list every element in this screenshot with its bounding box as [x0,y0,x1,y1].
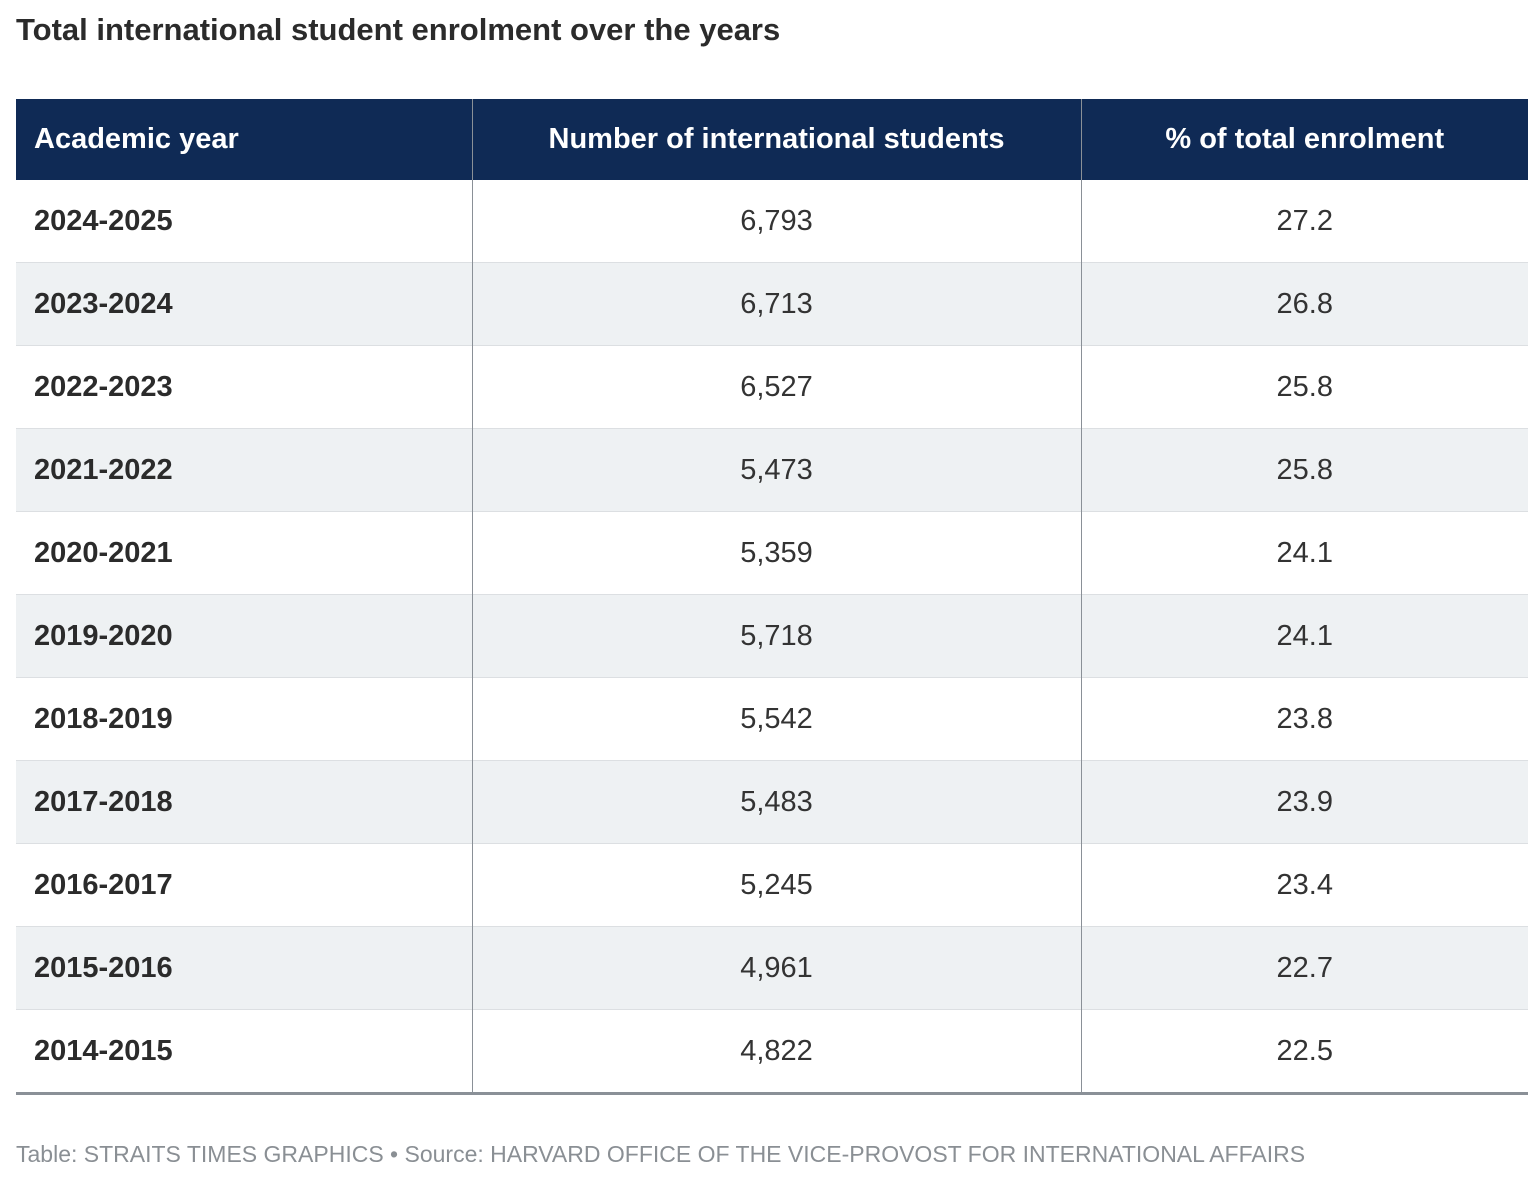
cell-international-students: 6,793 [471,180,1081,263]
cell-percent-enrolment: 23.4 [1080,843,1528,927]
cell-international-students: 5,718 [471,594,1081,678]
cell-academic-year: 2019-2020 [16,594,472,678]
table-row: 2014-2015 4,822 22.5 [16,1009,1528,1094]
table-row: 2023-2024 6,713 26.8 [16,262,1528,346]
table-row: 2016-2017 5,245 23.4 [16,843,1528,927]
table-body: 2024-2025 6,793 27.2 2023-2024 6,713 26.8 2022… [16,180,1528,1094]
cell-percent-enrolment: 23.9 [1080,760,1528,844]
cell-academic-year: 2024-2025 [34,204,173,237]
cell-international-students: 6,527 [471,345,1081,429]
enrolment-table: Academic year Number of international st… [16,99,1528,1095]
table-row: 2021-2022 5,473 25.8 [16,428,1528,512]
cell-percent-enrolment: 25.8 [1080,428,1528,512]
cell-academic-year: 2017-2018 [16,760,472,844]
table-row: 2018-2019 5,542 23.8 [16,677,1528,761]
cell-international-students: 5,473 [471,428,1081,512]
table-row: 2022-2023 6,527 25.8 [16,345,1528,429]
cell-percent-enrolment: 23.8 [1080,677,1528,761]
table-row: 2024-2025 6,793 27.2 [16,180,1528,263]
column-header-academic-year: Academic year [16,99,472,180]
cell-percent-enrolment: 24.1 [1080,511,1528,595]
cell-international-students: 6,713 [471,262,1081,346]
cell-international-students: 4,961 [471,926,1081,1010]
table-title: Total international student enrolment ov… [16,12,781,47]
cell-percent-enrolment: 22.5 [1080,1009,1528,1094]
column-header-international-students: Number of international students [471,99,1081,180]
source-footer: Table: STRAITS TIMES GRAPHICS • Source: … [16,1141,1306,1167]
cell-academic-year: 2020-2021 [16,511,472,595]
header-row: Academic year Number of international st… [16,99,1528,180]
cell-percent-enrolment: 24.1 [1080,594,1528,678]
cell-percent-enrolment: 26.8 [1080,262,1528,346]
table-row: 2017-2018 5,483 23.9 [16,760,1528,844]
cell-academic-year: 2018-2019 [16,677,472,761]
column-header-percent-enrolment: % of total enrolment [1080,99,1528,180]
cell-academic-year: 2014-2015 [16,1009,472,1094]
cell-percent-enrolment: 22.7 [1080,926,1528,1010]
cell-international-students: 4,822 [471,1009,1081,1094]
cell-academic-year: 2021-2022 [16,428,472,512]
cell-academic-year: 2015-2016 [16,926,472,1010]
cell-international-students: 5,359 [471,511,1081,595]
cell-international-students: 5,245 [471,843,1081,927]
cell-academic-year: 2022-2023 [16,345,472,429]
table-row: 2019-2020 5,718 24.1 [16,594,1528,678]
table-row: 2015-2016 4,961 22.7 [16,926,1528,1010]
cell-academic-year: 2023-2024 [16,262,472,346]
table-row: 2020-2021 5,359 24.1 [16,511,1528,595]
cell-percent-enrolment: 25.8 [1080,345,1528,429]
cell-academic-year: 2016-2017 [16,843,472,927]
cell-percent-enrolment: 27.2 [1080,180,1528,263]
cell-international-students: 5,542 [471,677,1081,761]
cell-international-students: 5,483 [471,760,1081,844]
